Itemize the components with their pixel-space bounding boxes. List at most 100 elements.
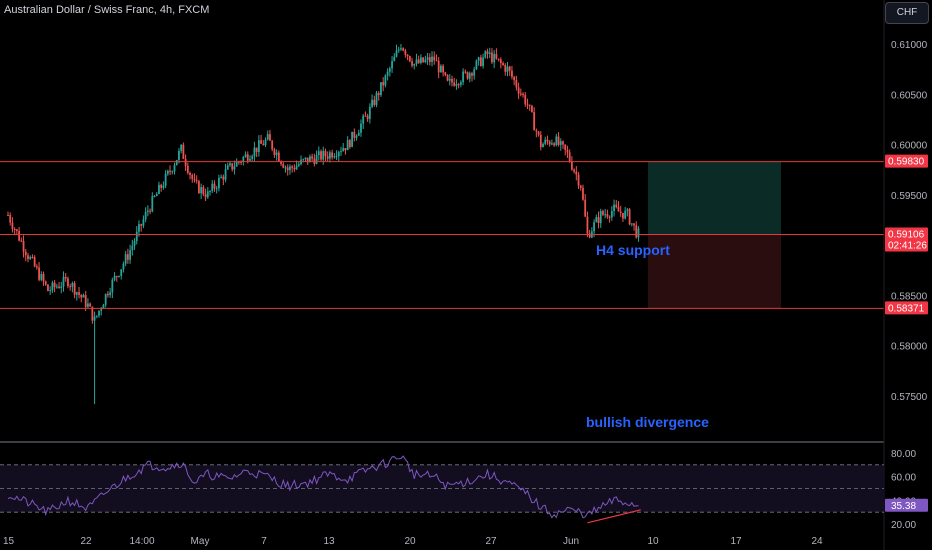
rsi-value-badge	[885, 498, 928, 512]
candle-body	[151, 196, 154, 212]
candle-body	[220, 176, 223, 178]
candle-body	[42, 274, 45, 282]
candle-body	[426, 57, 429, 60]
candle-body	[255, 147, 258, 152]
candle-body	[613, 204, 615, 212]
candle-body	[64, 276, 67, 279]
candle-body	[40, 274, 43, 280]
candle-body	[213, 183, 216, 189]
candle-body	[35, 266, 38, 268]
candle-body	[155, 193, 158, 197]
candle-body	[260, 140, 262, 144]
candle-body	[475, 60, 478, 70]
candle-body	[122, 263, 125, 270]
candle-body	[135, 231, 138, 242]
candle-body	[193, 179, 196, 181]
candle-body	[315, 154, 318, 164]
candle-body	[149, 210, 151, 212]
candle-body	[457, 84, 460, 86]
candle-body	[80, 294, 83, 298]
candle-body	[622, 212, 624, 219]
candle-body	[422, 57, 425, 63]
candle-body	[309, 156, 311, 163]
candle-body	[484, 51, 487, 58]
candle-body	[133, 241, 136, 246]
candle-body	[482, 57, 484, 66]
candle-body	[266, 134, 269, 140]
time-tick-label: May	[191, 536, 210, 547]
candle-body	[93, 316, 96, 321]
candle-body	[171, 171, 174, 173]
candle-body	[586, 216, 589, 234]
candle-body	[22, 241, 25, 252]
candle-body	[626, 209, 629, 211]
time-axis[interactable]: 15 22 14:00 May 7 13 20 27 Jun 10 17 24	[3, 536, 823, 547]
price-tick-label: 0.58000	[891, 342, 928, 353]
candle-body	[344, 148, 347, 151]
candle-body	[291, 166, 294, 168]
candle-body	[499, 59, 502, 64]
candle-body	[102, 304, 105, 309]
currency-button[interactable]: CHF	[885, 2, 929, 24]
candle-body	[324, 150, 327, 157]
candle-body	[415, 59, 418, 64]
candle-body	[413, 63, 416, 66]
candle-body	[175, 160, 178, 166]
candle-body	[384, 75, 387, 86]
candle-body	[471, 73, 473, 76]
candle-body	[33, 257, 36, 267]
candle-body	[322, 150, 325, 160]
candle-body	[98, 310, 100, 316]
candle-body	[486, 51, 489, 54]
candle-body	[533, 112, 536, 131]
candle-body	[233, 166, 236, 170]
support-annotation[interactable]: H4 support	[596, 242, 670, 258]
candle-body	[404, 50, 407, 55]
candle-body	[109, 292, 112, 296]
candle-body	[604, 214, 607, 216]
candle-body	[488, 52, 491, 54]
rsi-tick-label: 20.00	[891, 520, 916, 531]
candle-body	[75, 292, 78, 295]
candle-body	[11, 222, 14, 229]
candle-body	[82, 295, 85, 298]
candle-body	[524, 95, 527, 105]
candle-body	[575, 171, 578, 175]
candle-body	[158, 184, 160, 194]
candle-body	[428, 57, 431, 62]
candle-body	[522, 93, 524, 96]
candle-body	[282, 163, 285, 168]
candle-body	[277, 152, 280, 162]
time-tick-label: 17	[730, 536, 742, 547]
candle-body	[557, 136, 560, 145]
candle-body	[215, 188, 218, 190]
candle-body	[211, 183, 214, 192]
candle-body	[535, 130, 538, 132]
candle-body	[400, 48, 402, 50]
candle-body	[391, 61, 393, 69]
candle-body	[118, 275, 120, 277]
candle-body	[311, 156, 314, 159]
candle-body	[548, 141, 551, 145]
candle-body	[9, 215, 12, 223]
candle-body	[388, 68, 391, 72]
candle-body	[140, 224, 143, 226]
candle-body	[182, 144, 185, 159]
candle-body	[302, 159, 305, 161]
candle-body	[635, 225, 638, 238]
candle-body	[164, 173, 167, 186]
candle-body	[579, 185, 582, 188]
candle-body	[380, 82, 382, 96]
divergence-annotation[interactable]: bullish divergence	[586, 414, 709, 430]
candle-body	[555, 136, 558, 146]
candle-body	[562, 141, 564, 145]
candle-body	[257, 140, 260, 152]
candle-body	[502, 63, 504, 65]
rsi-level-lines	[0, 464, 884, 513]
price-axis[interactable]: 0.61000 0.60500 0.60000 0.59500 0.58500 0.580…	[885, 40, 928, 403]
candle-body	[129, 250, 131, 260]
candle-body	[393, 56, 396, 62]
candle-body	[251, 156, 254, 159]
